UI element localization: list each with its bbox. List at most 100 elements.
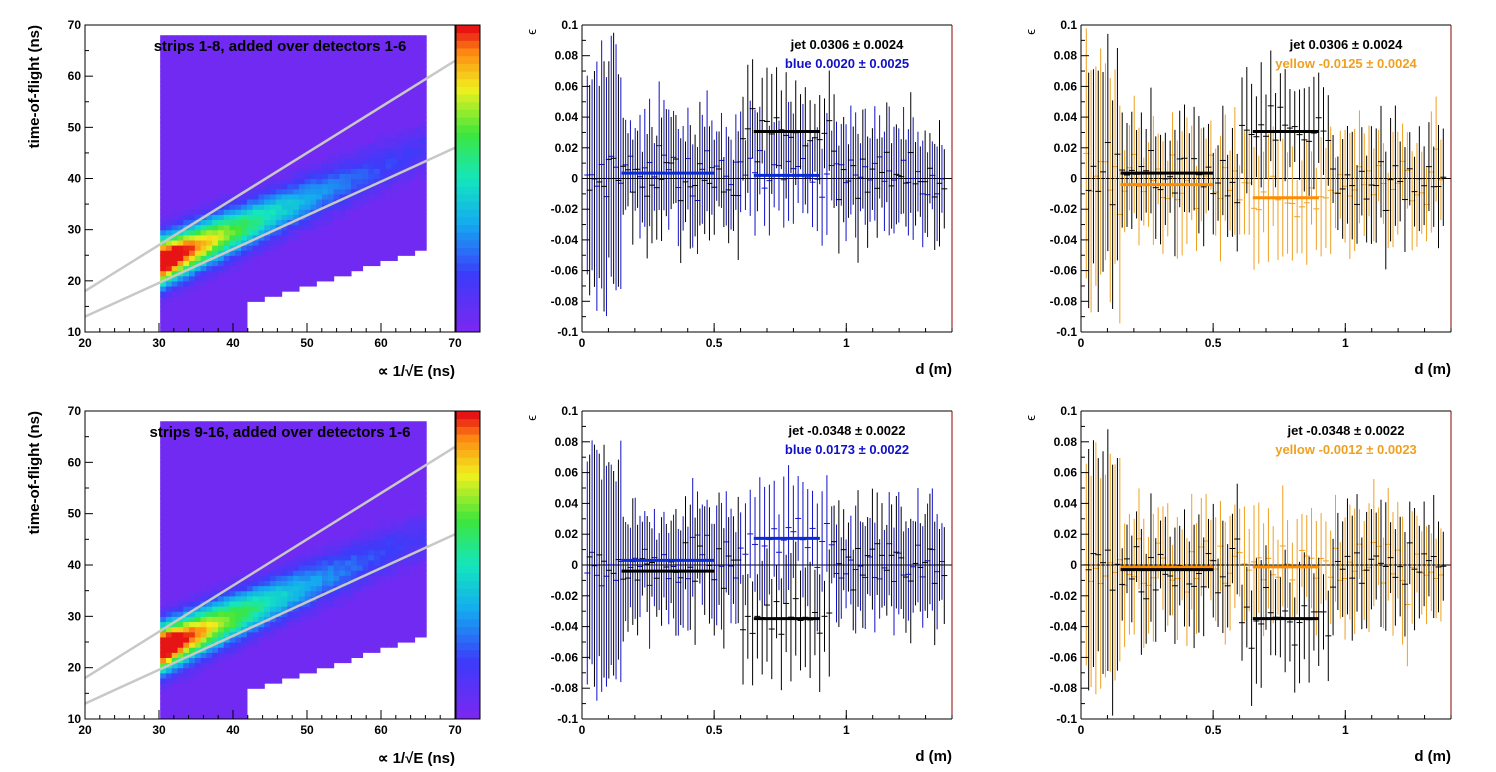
heatmap-cell [258,198,265,205]
heatmap-cell [379,209,387,215]
heatmap-cell [275,152,283,159]
heatmap-cell [177,65,184,72]
heatmap-cell [252,513,260,520]
heatmap-cell [229,50,236,57]
heatmap-cell [235,204,242,210]
heatmap-cell [322,158,329,164]
heatmap-cell [246,234,254,241]
heatmap-cell [235,137,242,144]
heatmap-cell [298,482,306,489]
heatmap-cell [327,60,335,67]
heatmap-cell [408,122,416,128]
heatmap-cell [333,178,340,185]
heatmap-cell [165,488,173,494]
heatmap-cell [293,672,300,679]
heatmap-cell [374,71,381,77]
heatmap-cell [223,600,231,607]
heatmap-cell [385,76,393,82]
heatmap-cell [293,60,300,67]
heatmap-cell [258,426,265,433]
heatmap-cell [177,142,184,149]
heatmap-cell [275,65,283,72]
heatmap-cell [206,122,213,128]
heatmap-cell [316,188,323,195]
heatmap-cell [402,158,410,164]
heatmap-cell [310,280,317,287]
heatmap-cell [356,35,364,41]
heatmap-cell [350,96,358,103]
heatmap-cell [275,426,283,433]
heatmap-cell [206,570,213,576]
heatmap-cell [160,76,167,82]
heatmap-cell [408,45,416,52]
heatmap-cell [229,311,236,318]
heatmap-cell [165,81,173,87]
heatmap-cell [402,224,410,231]
heatmap-cell [391,198,398,205]
heatmap-cell [287,441,294,448]
heatmap-cell [402,234,410,241]
heatmap-cell [165,472,173,479]
heatmap-cell [177,183,184,190]
heatmap-cell [212,60,219,67]
heatmap-cell [200,539,208,546]
heatmap-cell [293,234,300,241]
heatmap-cell [327,508,335,515]
heatmap-cell [281,137,288,144]
heatmap-cell [345,585,352,592]
heatmap-cell [223,285,231,292]
heatmap-cell [194,554,202,561]
heatmap-cell [165,554,173,561]
heatmap-cell [350,570,358,576]
heatmap-cell [281,50,288,57]
heatmap-cell [241,529,248,535]
heatmap-cell [223,575,231,581]
heatmap-cell [368,111,375,118]
heatmap-cell [223,421,231,427]
heatmap-cell [177,688,184,694]
heatmap-cell [160,250,167,256]
heatmap-cell [165,523,173,530]
heatmap-cell [189,503,196,510]
heatmap-cell [264,477,271,484]
heatmap-cell [327,477,335,484]
heatmap-cell [160,636,167,643]
heatmap-cell [322,477,329,484]
heatmap-cell [339,436,346,443]
heatmap-cell [293,559,300,566]
heatmap-cell [379,60,387,67]
heatmap-cell [194,518,202,525]
heatmap-cell [160,301,167,308]
heatmap-cell [189,559,196,566]
heatmap-cell [160,713,167,719]
heatmap-cell [258,621,265,628]
heatmap-cell [322,224,329,231]
heatmap-cell [258,518,265,525]
heatmap-cell [270,229,277,236]
heatmap-cell [194,421,202,427]
heatmap-cell [246,91,254,98]
heatmap-cell [189,40,196,47]
heatmap-cell [165,147,173,154]
heatmap-cell [189,45,196,52]
heatmap-cell [379,173,387,180]
heatmap-cell [339,270,346,277]
heatmap-cell [235,321,242,328]
heatmap-cell [165,606,173,612]
heatmap-cell [212,245,219,251]
heatmap-cell [270,621,277,628]
heatmap-cell [333,631,340,638]
heatmap-cell [333,539,340,546]
heatmap-cell [310,35,317,41]
heatmap-cell [316,245,323,251]
heatmap-cell [229,296,236,302]
heatmap-cell [408,219,416,226]
heatmap-cell [229,122,236,128]
heatmap-cell [223,503,231,510]
heatmap-cell [339,657,346,664]
heatmap-cell [391,91,398,98]
heatmap-cell [160,117,167,123]
heatmap-cell [414,122,421,128]
heatmap-cell [339,642,346,648]
